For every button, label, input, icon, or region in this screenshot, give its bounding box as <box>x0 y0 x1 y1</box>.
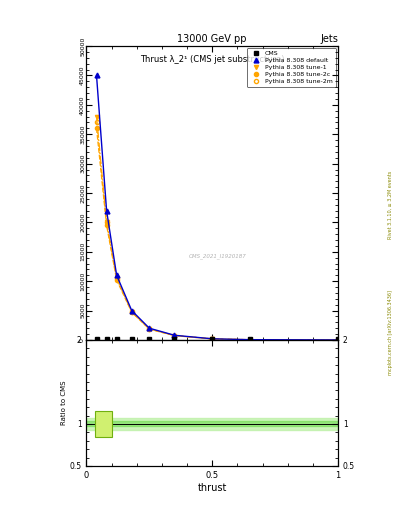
Text: Rivet 3.1.10, ≥ 3.2M events: Rivet 3.1.10, ≥ 3.2M events <box>387 170 393 239</box>
Pythia 8.308 tune-2c <box>104 222 109 228</box>
Pythia 8.308 tune-1 <box>248 336 252 343</box>
Y-axis label: Ratio to CMS: Ratio to CMS <box>61 381 67 425</box>
Bar <box>95 411 112 437</box>
CMS <box>147 336 152 343</box>
Line: Pythia 8.308 tune-1: Pythia 8.308 tune-1 <box>94 115 340 342</box>
Pythia 8.308 tune-2m <box>248 336 252 343</box>
Pythia 8.308 tune-1 <box>210 336 215 342</box>
Line: Pythia 8.308 tune-2c: Pythia 8.308 tune-2c <box>94 126 340 342</box>
Pythia 8.308 tune-2c <box>114 277 119 283</box>
X-axis label: thrust: thrust <box>198 482 227 493</box>
CMS <box>129 336 134 343</box>
Pythia 8.308 tune-2c <box>129 309 134 315</box>
Pythia 8.308 default <box>248 336 252 343</box>
Pythia 8.308 default <box>336 337 340 343</box>
Bar <box>86 421 338 426</box>
CMS <box>336 336 340 343</box>
Pythia 8.308 default <box>94 72 99 78</box>
CMS <box>172 336 177 343</box>
Pythia 8.308 tune-2c <box>147 326 152 332</box>
Text: CMS_2021_I1920187: CMS_2021_I1920187 <box>188 253 246 260</box>
Line: Pythia 8.308 default: Pythia 8.308 default <box>94 73 340 343</box>
Pythia 8.308 default <box>114 272 119 279</box>
CMS <box>248 336 252 343</box>
Legend: CMS, Pythia 8.308 default, Pythia 8.308 tune-1, Pythia 8.308 tune-2c, Pythia 8.3: CMS, Pythia 8.308 default, Pythia 8.308 … <box>247 48 336 88</box>
Pythia 8.308 tune-1 <box>147 326 152 332</box>
Pythia 8.308 tune-2c <box>172 333 177 339</box>
Line: CMS: CMS <box>95 337 340 341</box>
Pythia 8.308 tune-2m <box>172 333 177 339</box>
Pythia 8.308 default <box>104 207 109 214</box>
CMS <box>210 336 215 343</box>
Pythia 8.308 default <box>147 325 152 331</box>
Text: Jets: Jets <box>320 33 338 44</box>
Line: Pythia 8.308 tune-2m: Pythia 8.308 tune-2m <box>94 120 340 342</box>
Pythia 8.308 default <box>210 336 215 342</box>
Pythia 8.308 tune-2c <box>210 336 215 342</box>
Pythia 8.308 tune-2c <box>248 336 252 343</box>
Pythia 8.308 tune-2m <box>104 219 109 225</box>
Pythia 8.308 tune-2c <box>336 337 340 343</box>
Pythia 8.308 tune-2m <box>336 337 340 343</box>
Pythia 8.308 tune-2c <box>94 125 99 132</box>
Pythia 8.308 tune-2m <box>114 275 119 281</box>
Pythia 8.308 tune-1 <box>172 332 177 338</box>
CMS <box>94 336 99 343</box>
Pythia 8.308 tune-1 <box>129 309 134 315</box>
Pythia 8.308 default <box>172 332 177 338</box>
Pythia 8.308 tune-1 <box>114 275 119 281</box>
Pythia 8.308 tune-1 <box>336 337 340 343</box>
Pythia 8.308 tune-1 <box>104 219 109 225</box>
Bar <box>86 418 338 430</box>
Pythia 8.308 tune-1 <box>94 114 99 120</box>
CMS <box>114 336 119 343</box>
Pythia 8.308 tune-2m <box>94 119 99 125</box>
Pythia 8.308 tune-2m <box>210 336 215 342</box>
CMS <box>104 336 109 343</box>
Text: Thrust λ_2¹ (CMS jet substructure): Thrust λ_2¹ (CMS jet substructure) <box>140 55 285 64</box>
Pythia 8.308 tune-2m <box>129 309 134 315</box>
Pythia 8.308 default <box>129 308 134 314</box>
Text: 13000 GeV pp: 13000 GeV pp <box>178 33 247 44</box>
Pythia 8.308 tune-2m <box>147 326 152 332</box>
Text: mcplots.cern.ch [arXiv:1306.3436]: mcplots.cern.ch [arXiv:1306.3436] <box>387 290 393 375</box>
